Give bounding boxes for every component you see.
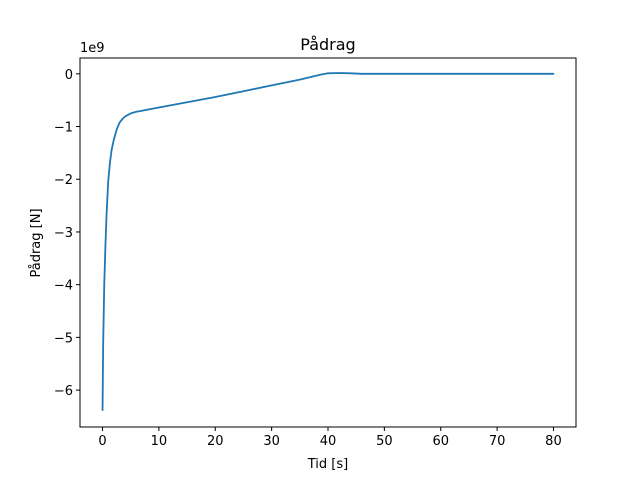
y-ticks: 0 −1 −2 −3 −4 −5 −6 [54, 68, 80, 399]
y-tick-label: −3 [54, 226, 73, 241]
y-axis-label: Pådrag [N] [29, 208, 44, 277]
y-tick-label: −6 [54, 384, 73, 399]
y-tick-label: −5 [54, 331, 73, 346]
x-tick-label: 30 [263, 434, 280, 449]
axes-frame [79, 57, 577, 428]
y-tick-label: −2 [54, 173, 73, 188]
x-tick-label: 70 [489, 434, 506, 449]
x-axis-label: Tid [s] [307, 457, 348, 472]
x-tick-label: 40 [320, 434, 337, 449]
y-tick-label: 0 [65, 68, 73, 83]
series-line [101, 72, 555, 412]
y-tick-label: −1 [54, 121, 73, 136]
chart-title: Pådrag [300, 35, 355, 54]
plot-area [101, 72, 555, 412]
x-tick-label: 20 [207, 434, 224, 449]
x-tick-label: 10 [151, 434, 168, 449]
x-tick-label: 0 [98, 434, 106, 449]
x-tick-label: 60 [432, 434, 449, 449]
y-tick-label: −4 [54, 279, 73, 294]
y-offset-label: 1e9 [80, 41, 105, 56]
x-tick-label: 50 [376, 434, 393, 449]
x-ticks: 0 10 20 30 40 50 60 70 80 [98, 427, 562, 449]
x-tick-label: 80 [545, 434, 562, 449]
